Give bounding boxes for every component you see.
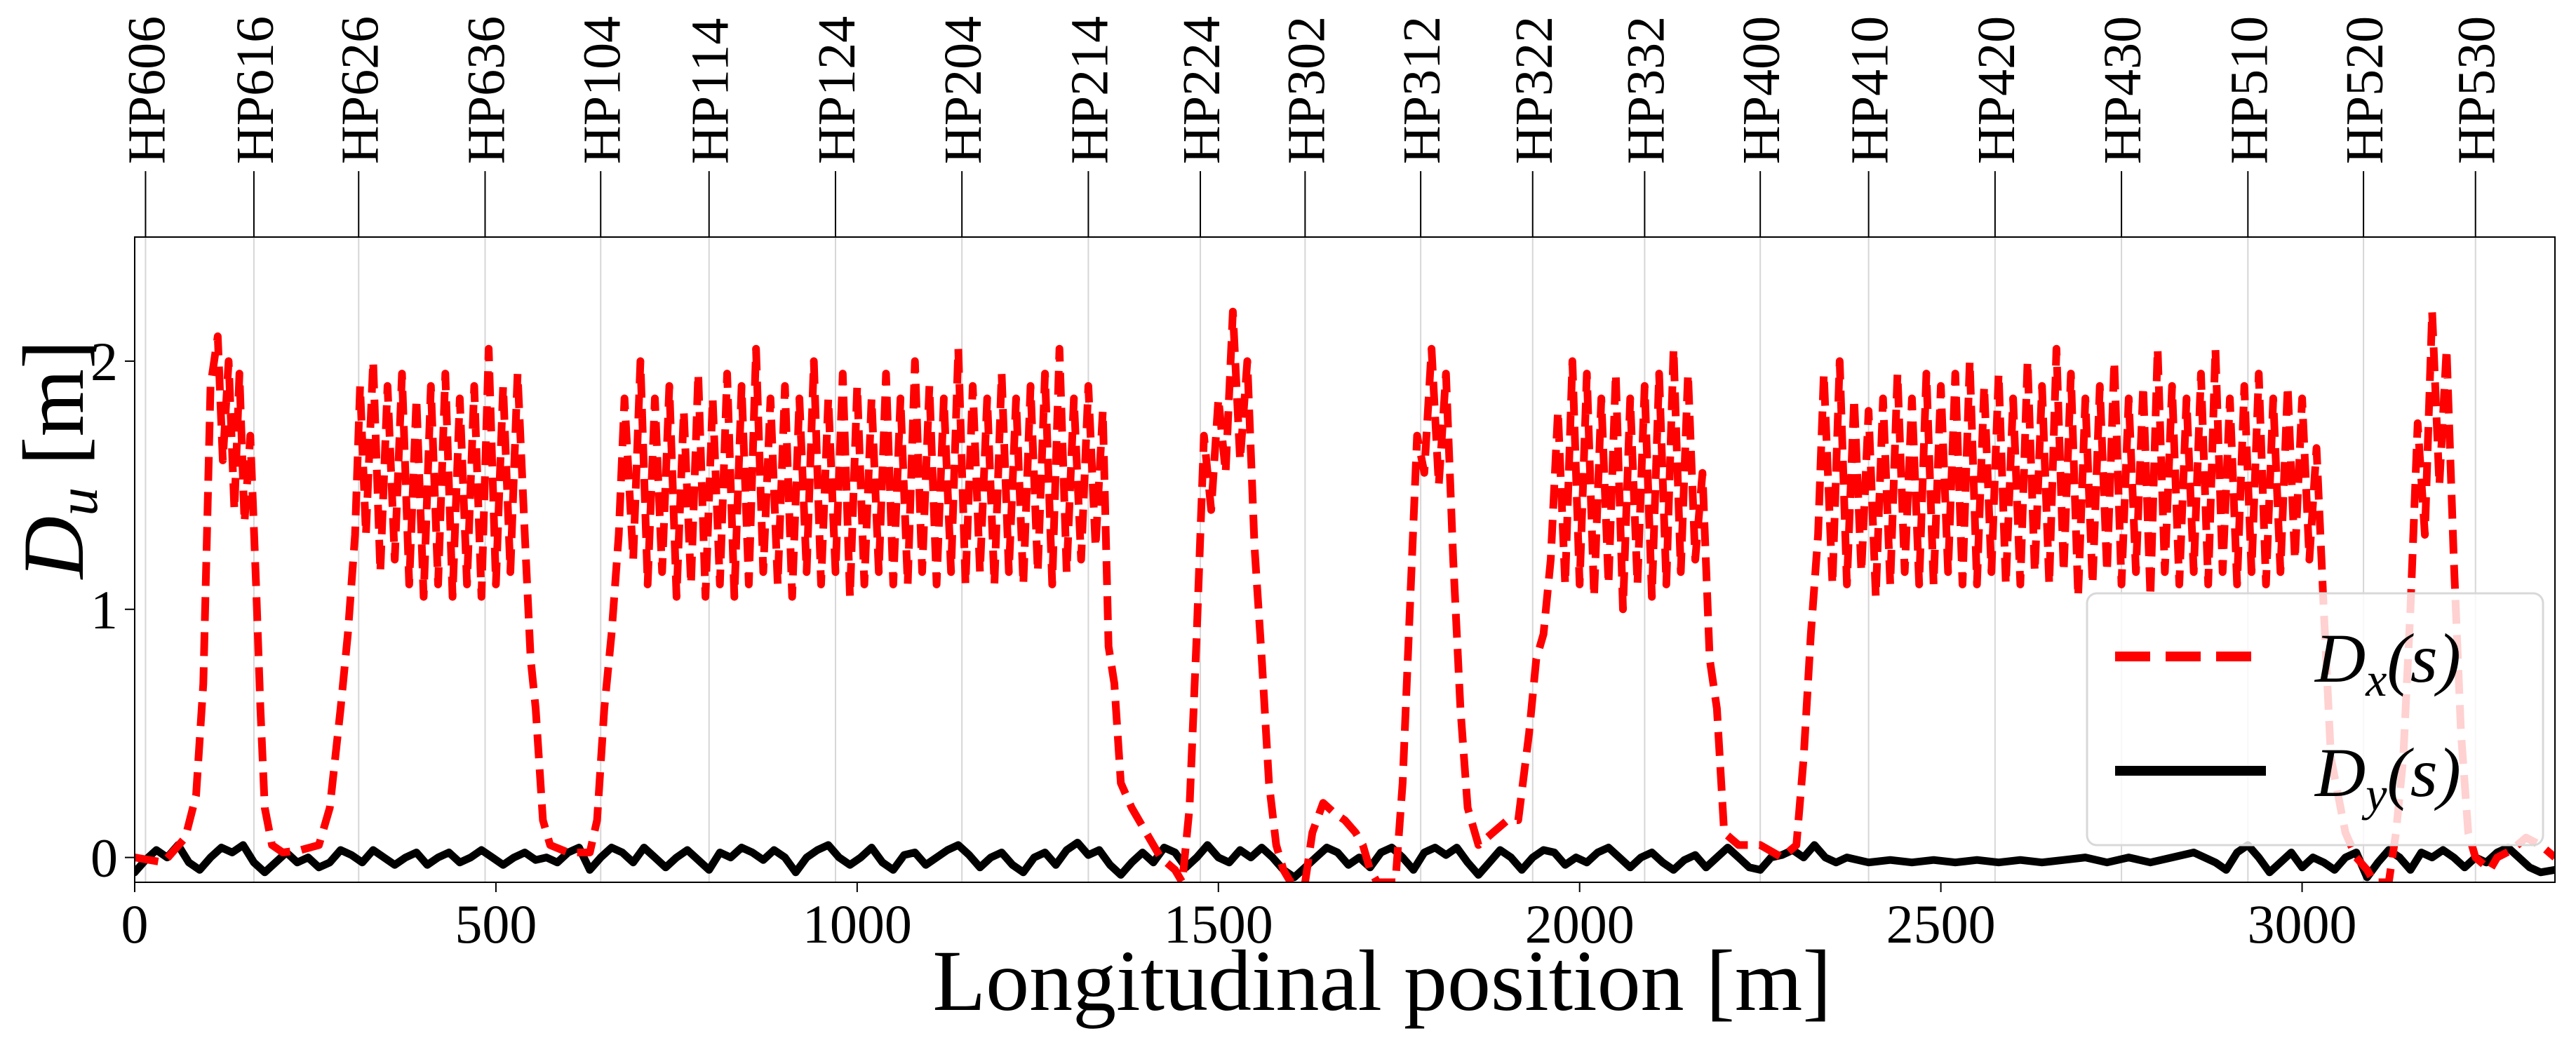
top-axis-label: HP636	[457, 16, 516, 164]
x-tick-label: 3000	[2248, 894, 2357, 955]
top-axis-label: HP520	[2335, 16, 2394, 164]
y-axis-label: Du [m]	[6, 340, 109, 581]
x-tick-label: 0	[121, 894, 149, 955]
y-tick-label: 0	[90, 828, 118, 889]
y-axis-label-main: D	[6, 516, 102, 581]
top-axis-label: HP204	[934, 16, 993, 164]
plot-frame	[134, 236, 2556, 883]
x-axis-label: Longitudinal position [m]	[932, 933, 1831, 1029]
top-axis-label: HP616	[226, 16, 285, 164]
top-axis-label: HP400	[1732, 16, 1791, 164]
y-axis-label-subscript: u	[46, 487, 109, 516]
x-tick-label: 2000	[1525, 894, 1635, 955]
top-axis-label: HP214	[1060, 16, 1119, 164]
top-axis-label: HP410	[1841, 16, 1900, 164]
top-axis-label: HP322	[1505, 16, 1564, 164]
legend: Dx(s) Dy(s)	[2086, 592, 2544, 847]
svg-text:Du [m]: Du [m]	[6, 340, 109, 581]
y-axis: 0 1 2	[90, 331, 135, 889]
x-tick-label: 1000	[803, 894, 912, 955]
top-axis-label: HP510	[2220, 16, 2279, 164]
top-axis: HP606 HP616 HP626 HP636 HP104 HP114 HP124 HP204…	[117, 16, 2507, 237]
top-axis-label: HP626	[330, 16, 389, 164]
series-dx-line	[135, 307, 2555, 882]
legend-box	[2086, 592, 2544, 847]
series-layer	[135, 307, 2555, 882]
series-dy-line	[135, 838, 2555, 882]
top-axis-label: HP530	[2448, 16, 2507, 164]
x-axis: 0 500 1000 1500 2000 2500 3000	[121, 882, 2357, 955]
top-axis-label: HP104	[572, 16, 631, 164]
top-axis-label: HP114	[681, 18, 740, 164]
y-tick-label: 1	[90, 579, 118, 640]
legend-label-dy: Dy(s)	[2314, 734, 2461, 821]
top-axis-label: HP302	[1277, 16, 1336, 164]
top-axis-label: HP224	[1172, 16, 1231, 164]
legend-label-dx: Dx(s)	[2314, 619, 2461, 706]
top-axis-label: HP606	[117, 16, 176, 164]
top-axis-label: HP332	[1616, 16, 1675, 164]
x-tick-label: 2500	[1886, 894, 1996, 955]
x-tick-label: 1500	[1164, 894, 1273, 955]
top-axis-label: HP430	[2093, 16, 2152, 164]
top-axis-label: HP420	[1967, 16, 2026, 164]
top-axis-label: HP312	[1393, 16, 1451, 164]
y-axis-label-unit: [m]	[6, 340, 102, 487]
top-axis-label: HP124	[807, 16, 866, 164]
y-tick-label: 2	[90, 331, 118, 392]
x-tick-label: 500	[455, 894, 537, 955]
